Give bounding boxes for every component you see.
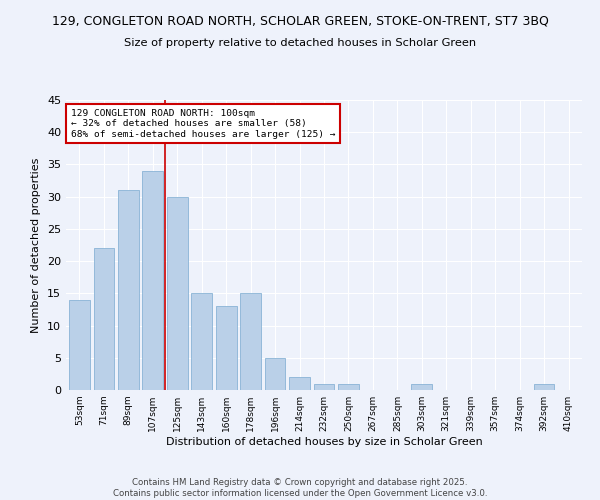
Bar (265, 358, 286, 390)
Bar (191, 294, 212, 390)
Bar (69, 300, 90, 390)
Text: Contains HM Land Registry data © Crown copyright and database right 2025.
Contai: Contains HM Land Registry data © Crown c… (113, 478, 487, 498)
Bar (216, 306, 236, 390)
Bar (94, 248, 114, 390)
Bar (338, 384, 359, 390)
Text: 129 CONGLETON ROAD NORTH: 100sqm
← 32% of detached houses are smaller (58)
68% o: 129 CONGLETON ROAD NORTH: 100sqm ← 32% o… (71, 108, 335, 138)
Bar (289, 377, 310, 390)
Bar (314, 384, 334, 390)
Bar (240, 294, 261, 390)
X-axis label: Distribution of detached houses by size in Scholar Green: Distribution of detached houses by size … (166, 437, 482, 447)
Bar (142, 171, 163, 390)
Bar (412, 384, 432, 390)
Bar (118, 190, 139, 390)
Bar (534, 384, 554, 390)
Text: Size of property relative to detached houses in Scholar Green: Size of property relative to detached ho… (124, 38, 476, 48)
Bar (167, 196, 188, 390)
Y-axis label: Number of detached properties: Number of detached properties (31, 158, 41, 332)
Text: 129, CONGLETON ROAD NORTH, SCHOLAR GREEN, STOKE-ON-TRENT, ST7 3BQ: 129, CONGLETON ROAD NORTH, SCHOLAR GREEN… (52, 15, 548, 28)
